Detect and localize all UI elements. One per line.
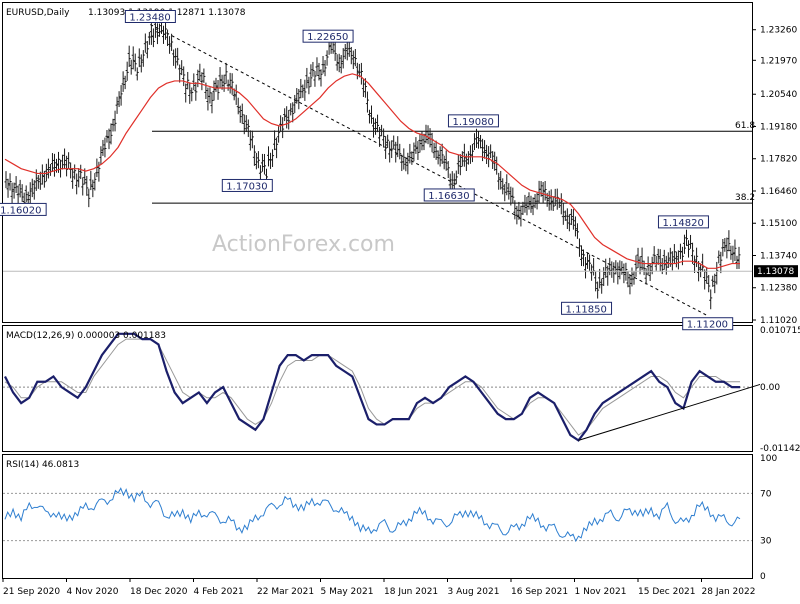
price-tick-label: 1.21970 — [760, 56, 797, 66]
rsi-tick-label: 100 — [760, 454, 777, 464]
pivot-label-box — [0, 202, 47, 216]
macd-title: MACD(12,26,9) 0.000003 0.001183 — [6, 331, 166, 341]
macd-tick-label: -0.011424 — [760, 444, 800, 454]
watermark: ActionForex.com — [212, 232, 395, 257]
x-tick-label: 4 Feb 2021 — [194, 587, 244, 597]
rsi-title: RSI(14) 46.0813 — [6, 460, 79, 470]
price-axis: 1.23260 1.21970 1.20540 1.19180 1.17820 1.164… — [3, 26, 798, 326]
fib-label: 38.2 — [735, 193, 755, 203]
x-tick-label: 18 Dec 2020 — [130, 587, 188, 597]
price-tick-label: 1.11020 — [760, 316, 797, 326]
pivot-label-text: 1.11850 — [566, 304, 607, 315]
pivot-label-text: 1.17030 — [226, 181, 267, 192]
candles — [4, 16, 741, 310]
x-axis: 21 Sep 2020 4 Nov 2020 18 Dec 2020 4 Feb 20… — [2, 578, 756, 597]
current-price-box — [754, 265, 798, 278]
pivot-label-text: 1.11200 — [687, 320, 728, 331]
pivot-label-box — [682, 317, 734, 331]
pivot-label-text: 1.23480 — [129, 12, 170, 23]
pivot-label-box — [221, 178, 273, 192]
pivot-label-text: 1.19080 — [452, 117, 493, 128]
price-panel — [2, 2, 753, 323]
price-tick-label: 1.19180 — [760, 122, 797, 132]
fib-label: 61.8 — [735, 121, 755, 131]
macd-line — [4, 332, 740, 442]
macd-signal-line — [4, 338, 740, 436]
price-tick-label: 1.15100 — [760, 219, 797, 229]
pivot-label-text: 1.16630 — [428, 191, 469, 202]
pivot-label-text: 1.16020 — [0, 205, 41, 216]
moving-average-line — [4, 73, 740, 269]
price-tick-label: 1.13740 — [760, 251, 797, 261]
rsi-tick-label: 30 — [760, 537, 772, 547]
price-tick-label: 1.12380 — [760, 284, 797, 294]
rsi-tick-label: 70 — [760, 489, 772, 499]
pivot-label-text: 1.22650 — [307, 32, 348, 43]
x-tick-label: 16 Sep 2021 — [511, 587, 568, 597]
macd-trendline — [578, 383, 761, 441]
pivot-label-box — [561, 301, 613, 315]
rsi-tick-label: 0 — [760, 572, 766, 582]
price-tick-label: 1.23260 — [760, 26, 797, 36]
pivot-label-box — [302, 29, 354, 43]
price-tick-label: 1.20540 — [760, 90, 797, 100]
price-tick-label: 1.16460 — [760, 187, 797, 197]
x-tick-label: 15 Dec 2021 — [638, 587, 696, 597]
pivot-label-box — [423, 188, 475, 202]
macd-tick-label: 0.010715 — [760, 326, 800, 336]
x-tick-label: 5 May 2021 — [321, 587, 374, 597]
x-tick-label: 28 Jan 2022 — [702, 587, 756, 597]
x-tick-label: 22 Mar 2021 — [257, 587, 314, 597]
current-price-label: 1.13078 — [757, 267, 794, 277]
pivot-label-text: 1.14820 — [662, 218, 703, 229]
macd-panel — [2, 325, 753, 452]
pivot-label-box — [124, 9, 176, 23]
pivot-label-box — [447, 114, 499, 128]
x-tick-label: 4 Nov 2020 — [67, 587, 119, 597]
chart-symbol: EURUSD,Daily — [6, 8, 70, 18]
macd-tick-label: 0.00 — [760, 383, 780, 393]
x-tick-label: 21 Sep 2020 — [3, 587, 60, 597]
pivot-label-box — [657, 215, 709, 229]
rsi-panel — [2, 454, 753, 579]
x-tick-label: 18 Jun 2021 — [384, 587, 438, 597]
x-tick-label: 3 Aug 2021 — [448, 587, 500, 597]
price-tick-label: 1.17820 — [760, 155, 797, 165]
macd-group: 0.010715 0.00 -0.011424 — [3, 326, 800, 454]
ma-series-line — [4, 73, 740, 269]
rsi-line — [4, 487, 741, 543]
x-tick-label: 1 Nov 2021 — [575, 587, 627, 597]
pivot-labels: 1.23480 1.16020 1.17030 1.22650 1.19080 1.166… — [0, 9, 734, 331]
rsi-group: 100 70 30 0 — [3, 454, 777, 582]
